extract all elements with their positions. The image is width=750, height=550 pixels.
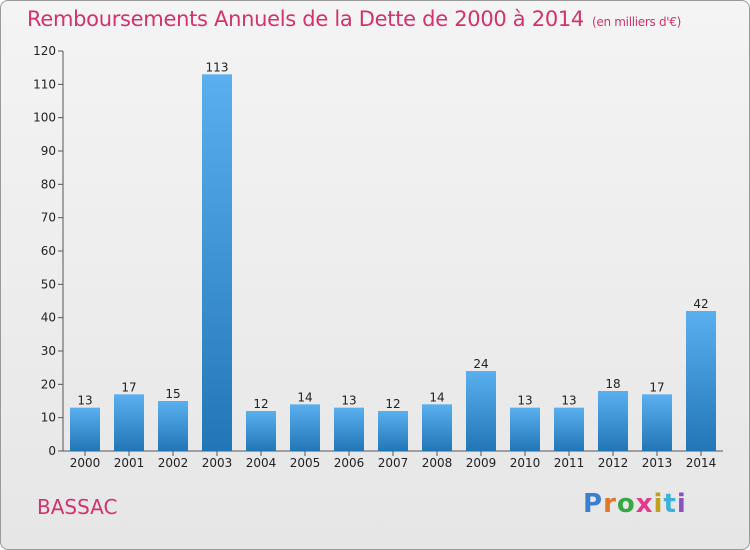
bar	[642, 394, 672, 451]
bar-value-label: 24	[473, 357, 488, 371]
y-tick-label: 120	[33, 44, 56, 58]
bar-value-label: 14	[429, 390, 444, 404]
bar-value-label: 13	[77, 394, 92, 408]
y-tick-label: 40	[41, 311, 56, 325]
bar-value-label: 13	[517, 394, 532, 408]
bar-value-label: 17	[121, 380, 136, 394]
x-tick-label: 2001	[114, 456, 145, 470]
chart-subtitle: (en milliers d'€)	[592, 15, 682, 29]
x-tick-label: 2007	[378, 456, 409, 470]
logo-letter: x	[635, 489, 654, 519]
bar	[466, 371, 496, 451]
x-tick-label: 2003	[202, 456, 233, 470]
y-tick-label: 70	[41, 211, 56, 225]
x-tick-label: 2011	[554, 456, 585, 470]
bar-value-label: 13	[561, 394, 576, 408]
bar	[290, 404, 320, 451]
x-tick-label: 2009	[466, 456, 497, 470]
x-tick-label: 2002	[158, 456, 189, 470]
bar-value-label: 14	[297, 390, 312, 404]
x-tick-label: 2006	[334, 456, 365, 470]
bar	[202, 74, 232, 451]
x-tick-label: 2012	[598, 456, 629, 470]
bar	[70, 407, 100, 451]
y-tick-label: 20	[41, 377, 56, 391]
bar-value-label: 18	[605, 377, 620, 391]
y-tick-label: 80	[41, 177, 56, 191]
chart-title-text: Remboursements Annuels de la Dette de 20…	[27, 7, 584, 31]
bar	[158, 401, 188, 451]
bar-value-label: 12	[253, 397, 268, 411]
bar	[686, 311, 716, 451]
logo-letter: t	[663, 489, 677, 519]
bar	[378, 411, 408, 451]
bar	[422, 404, 452, 451]
x-tick-label: 2005	[290, 456, 321, 470]
bar-value-label: 42	[693, 297, 708, 311]
logo-letter: r	[603, 489, 617, 519]
y-tick-label: 90	[41, 144, 56, 158]
bar-value-label: 12	[385, 397, 400, 411]
bar	[554, 407, 584, 451]
y-tick-label: 0	[48, 444, 56, 458]
logo-letter: i	[653, 489, 664, 519]
x-tick-label: 2013	[642, 456, 673, 470]
y-tick-label: 50	[41, 277, 56, 291]
chart-title: Remboursements Annuels de la Dette de 20…	[27, 7, 681, 31]
logo-letter: i	[676, 489, 687, 519]
y-tick-label: 110	[33, 77, 56, 91]
bar	[334, 407, 364, 451]
x-tick-label: 2010	[510, 456, 541, 470]
x-tick-label: 2004	[246, 456, 277, 470]
logo-letter: P	[583, 489, 604, 519]
x-tick-label: 2000	[70, 456, 101, 470]
bar	[510, 407, 540, 451]
x-tick-label: 2008	[422, 456, 453, 470]
y-tick-label: 10	[41, 411, 56, 425]
bar	[246, 411, 276, 451]
bar-value-label: 17	[649, 380, 664, 394]
y-tick-label: 30	[41, 344, 56, 358]
bar	[598, 391, 628, 451]
proxiti-logo: Proxiti	[583, 489, 687, 519]
bar-value-label: 13	[341, 394, 356, 408]
bar-value-label: 15	[165, 387, 180, 401]
logo-letter: o	[616, 489, 636, 519]
y-tick-label: 100	[33, 111, 56, 125]
town-name: BASSAC	[37, 495, 118, 519]
y-tick-label: 60	[41, 244, 56, 258]
x-tick-label: 2014	[686, 456, 717, 470]
bar-value-label: 113	[206, 60, 229, 74]
bar	[114, 394, 144, 451]
